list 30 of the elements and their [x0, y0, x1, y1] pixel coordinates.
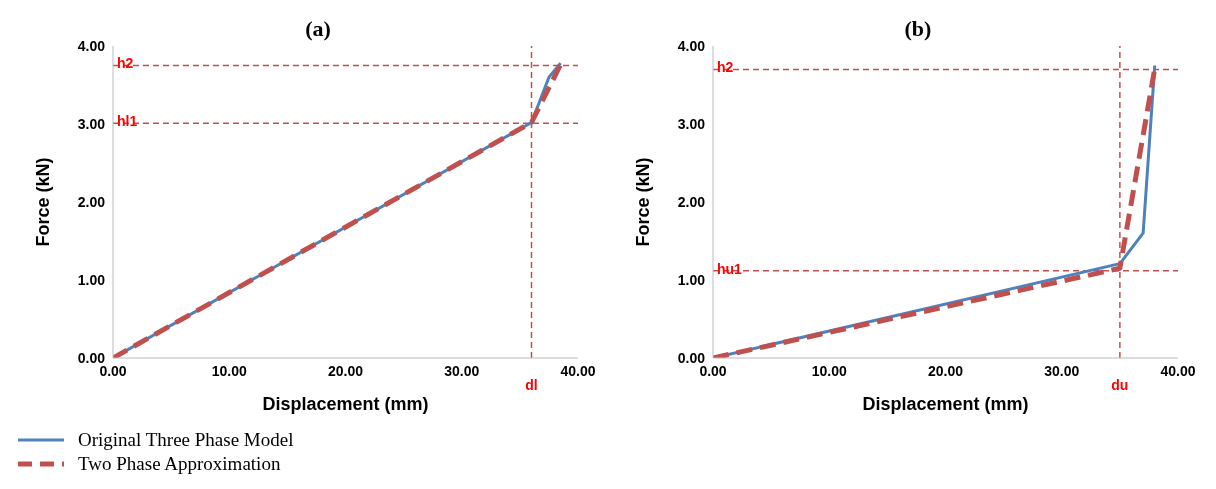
legend-label: Two Phase Approximation	[78, 453, 281, 475]
y-tick-label: 2.00	[677, 193, 706, 210]
y-tick-label: 3.00	[77, 115, 106, 132]
y-axis-title: Force (kN)	[33, 157, 54, 247]
x-tick-label: 40.00	[1160, 362, 1196, 379]
x-axis-title: Displacement (mm)	[862, 394, 1029, 414]
ref-line-label: hu1	[717, 260, 743, 277]
y-axis-title: Force (kN)	[633, 157, 654, 247]
y-tick-label: 4.00	[77, 37, 106, 54]
ref-line-label: h2	[717, 59, 734, 76]
ref-line-label: hl1	[117, 113, 138, 130]
chart-title: (b)	[904, 16, 932, 41]
y-tick-label: 1.00	[77, 271, 106, 288]
x-tick-label: 30.00	[444, 362, 480, 379]
chart-title: (a)	[305, 16, 331, 41]
y-tick-label: 4.00	[677, 37, 706, 54]
x-axis-title: Displacement (mm)	[262, 394, 429, 414]
x-tick-label: 10.00	[211, 362, 247, 379]
y-tick-label: 3.00	[677, 115, 706, 132]
y-tick-label: 2.00	[77, 193, 106, 210]
x-tick-label: 20.00	[327, 362, 364, 379]
ref-line-label: h2	[117, 55, 134, 72]
x-tick-label: 30.00	[1044, 362, 1080, 379]
ref-line-label: dl	[525, 376, 538, 393]
ref-line-label: du	[1111, 376, 1129, 393]
x-tick-label: 20.00	[927, 362, 964, 379]
legend-label: Original Three Phase Model	[78, 429, 294, 451]
x-tick-label: 40.00	[560, 362, 596, 379]
y-tick-label: 1.00	[677, 271, 706, 288]
x-tick-label: 10.00	[811, 362, 847, 379]
